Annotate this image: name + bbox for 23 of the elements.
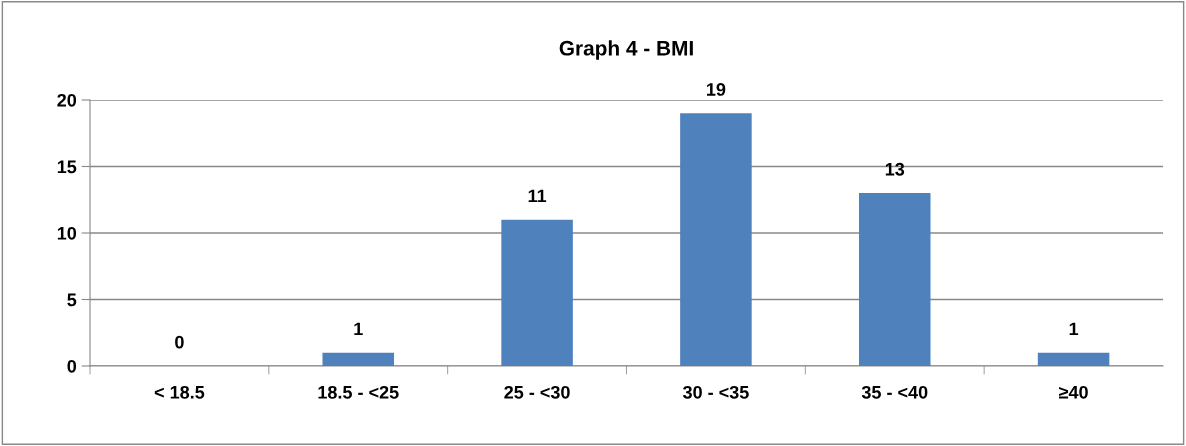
data-label: 1 [354, 322, 363, 336]
chart-title: Graph 4 - BMI [559, 40, 693, 60]
data-label: 0 [175, 335, 184, 349]
bar [680, 113, 752, 366]
data-label: 11 [528, 189, 547, 203]
x-tick-label: ≥40 [1059, 385, 1088, 399]
bar [322, 352, 395, 366]
x-tick-label: 25 - <30 [504, 385, 570, 399]
bar [858, 193, 931, 366]
data-label: 1 [1069, 322, 1079, 336]
y-tick-label: 15 [57, 160, 77, 174]
bar [501, 219, 573, 366]
y-tick-label: 0 [67, 359, 77, 373]
bar [1037, 352, 1110, 366]
y-tick-label: 10 [57, 226, 77, 240]
data-label: 13 [885, 162, 905, 176]
data-label: 19 [707, 83, 726, 96]
x-tick-label: 30 - <35 [682, 385, 749, 399]
x-tick-label: < 18.5 [154, 385, 205, 399]
y-tick-label: 5 [67, 293, 77, 307]
x-tick-label: 18.5 - <25 [318, 385, 399, 399]
x-tick-label: 35 - <40 [861, 385, 928, 399]
y-tick-label: 20 [57, 93, 77, 107]
